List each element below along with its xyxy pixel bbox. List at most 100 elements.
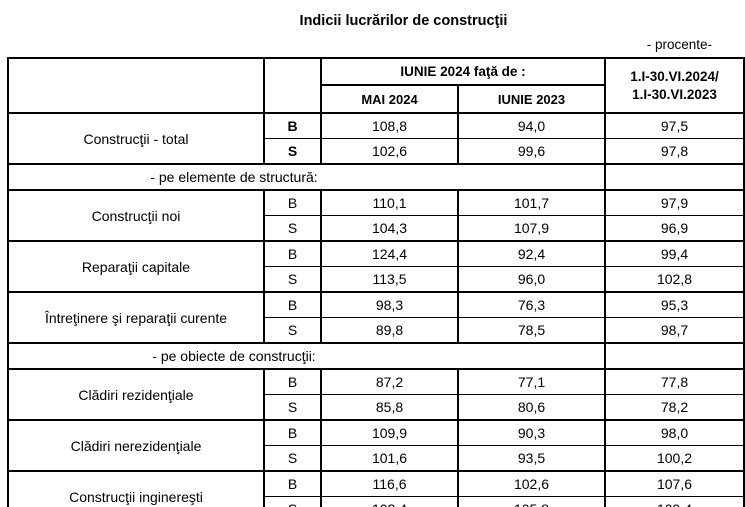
value-cell-mai: 116,6 (320, 470, 459, 497)
table-header: IUNIE 2024 faţă de : 1.I-30.VI.2024/ 1.I… (7, 57, 745, 114)
unit-note: - procente- (646, 37, 712, 52)
value-cell-iunie: 78,5 (456, 317, 607, 344)
bs-tag-cell: S (263, 138, 322, 165)
value-cell-period: 102,8 (604, 266, 745, 293)
value-cell-period: 97,5 (604, 112, 745, 139)
table-row: S 101,6 93,5 100,2 (8, 445, 745, 472)
value-cell-mai: 102,4 (320, 496, 459, 507)
table-row: Construcţii inginereşti B 116,6 102,6 10… (7, 470, 745, 507)
value-cell-mai: 87,2 (320, 368, 459, 395)
value-cell-iunie: 96,0 (456, 266, 607, 293)
value-cell-period: 97,9 (604, 189, 745, 216)
row-label-cell: Clădiri rezidenţiale (7, 368, 265, 421)
section-empty-cell (604, 342, 745, 370)
value-cell-iunie: 92,4 (456, 240, 607, 267)
value-cell-mai: 89,8 (320, 317, 459, 344)
header-empty-bs-cell (263, 57, 322, 114)
value-cell-period: 98,7 (604, 317, 745, 344)
value-cell-mai: 98,3 (320, 291, 459, 318)
table-row: S 104,3 107,9 96,9 (8, 215, 745, 242)
bs-tag-cell: S (263, 445, 322, 472)
value-cell-iunie: 80,6 (456, 394, 607, 421)
section-row: - pe obiecte de construcţii: (6, 342, 745, 370)
table-row: S 85,8 80,6 78,2 (8, 394, 745, 421)
value-cell-period: 99,4 (604, 240, 745, 267)
value-cell-iunie: 99,6 (456, 138, 607, 165)
header-mai-cell: MAI 2024 (320, 84, 459, 114)
page-title: Indicii lucrărilor de construcţii (299, 13, 508, 29)
bs-tag-cell: S (263, 317, 322, 344)
value-cell-iunie: 102,6 (456, 470, 607, 497)
bs-tag-cell: S (263, 215, 322, 242)
value-cell-mai: 124,4 (320, 240, 459, 267)
value-cell-mai: 104,3 (320, 215, 459, 242)
header-compare-title-cell: IUNIE 2024 faţă de : (319, 57, 607, 86)
indices-table: IUNIE 2024 faţă de : 1.I-30.VI.2024/ 1.I… (6, 57, 745, 507)
section-row: - pe elemente de structură: (6, 163, 745, 191)
bs-tag-cell: B (263, 112, 322, 139)
bs-tag-cell: S (263, 394, 322, 421)
value-cell-period: 98,0 (604, 419, 745, 446)
section-label-cell: - pe obiecte de construcţii: (6, 342, 607, 370)
bs-tag-cell: B (263, 189, 322, 216)
table-row: Clădiri rezidenţiale B 87,2 77,1 77,8 (7, 368, 745, 421)
value-cell-iunie: 94,0 (456, 112, 607, 139)
table-row: Reparaţii capitale B 124,4 92,4 99,4 (7, 240, 745, 293)
header-period-line1: 1.I-30.VI.2024/ (630, 68, 719, 84)
value-cell-mai: 85,8 (320, 394, 459, 421)
value-cell-mai: 113,5 (320, 266, 459, 293)
value-cell-period: 100,2 (604, 445, 745, 472)
table-row: S 102,4 105,8 109,4 (8, 496, 745, 507)
value-cell-period: 107,6 (604, 470, 745, 497)
row-label-cell: Clădiri nerezidenţiale (7, 419, 265, 472)
value-cell-iunie: 93,5 (456, 445, 607, 472)
value-cell-mai: 102,6 (320, 138, 459, 165)
value-cell-period: 97,8 (604, 138, 745, 165)
bs-tag-cell: B (263, 368, 322, 395)
row-label-cell: Întreţinere şi reparaţii curente (7, 291, 265, 344)
value-cell-period: 109,4 (604, 496, 745, 507)
value-cell-period: 77,8 (604, 368, 745, 395)
table-row: Construcţii noi B 110,1 101,7 97,9 (7, 189, 745, 242)
bs-tag-cell: B (263, 419, 322, 446)
value-cell-period: 78,2 (604, 394, 745, 421)
header-row-1: IUNIE 2024 faţă de : 1.I-30.VI.2024/ 1.I… (7, 57, 745, 114)
table-body: Construcţii - total B 108,8 94,0 97,5 S … (6, 112, 745, 507)
value-cell-iunie: 105,8 (456, 496, 607, 507)
table-row: Întreţinere şi reparaţii curente B 98,3 … (7, 291, 745, 344)
header-period-line2: 1.I-30.VI.2023 (632, 86, 717, 102)
section-label: - pe elemente de structură: (150, 169, 318, 185)
value-cell-iunie: 101,7 (456, 189, 607, 216)
value-cell-mai: 108,8 (320, 112, 459, 139)
table-row: Clădiri nerezidenţiale B 109,9 90,3 98,0 (7, 419, 745, 472)
row-label-cell: Construcţii inginereşti (7, 470, 265, 507)
value-cell-iunie: 77,1 (456, 368, 607, 395)
header-row-2: MAI 2024 IUNIE 2023 (8, 84, 744, 114)
bs-tag-cell: B (263, 240, 322, 267)
header-empty-label-cell (7, 57, 265, 114)
value-cell-iunie: 76,3 (456, 291, 607, 318)
bs-tag-cell: B (263, 291, 322, 318)
table-row: S 89,8 78,5 98,7 (8, 317, 745, 344)
value-cell-mai: 101,6 (320, 445, 459, 472)
table-row: Construcţii - total B 108,8 94,0 97,5 (7, 112, 745, 165)
table-row: S 113,5 96,0 102,8 (8, 266, 745, 293)
value-cell-mai: 110,1 (320, 189, 459, 216)
value-cell-period: 95,3 (604, 291, 745, 318)
section-label-cell: - pe elemente de structură: (6, 163, 607, 191)
bs-tag-cell: B (263, 470, 322, 497)
bs-tag-cell: S (263, 496, 322, 507)
bs-tag-cell: S (263, 266, 322, 293)
row-label-cell: Reparaţii capitale (7, 240, 265, 293)
section-label: - pe obiecte de construcţii: (152, 348, 316, 364)
row-label-cell: Construcţii - total (7, 112, 265, 165)
row-label-cell: Construcţii noi (7, 189, 265, 242)
value-cell-iunie: 107,9 (456, 215, 607, 242)
header-iunie-cell: IUNIE 2023 (456, 84, 607, 114)
value-cell-mai: 109,9 (320, 419, 459, 446)
section-empty-cell (604, 163, 745, 191)
value-cell-iunie: 90,3 (456, 419, 607, 446)
value-cell-period: 96,9 (604, 215, 745, 242)
header-period-cell: 1.I-30.VI.2024/ 1.I-30.VI.2023 (604, 57, 745, 114)
